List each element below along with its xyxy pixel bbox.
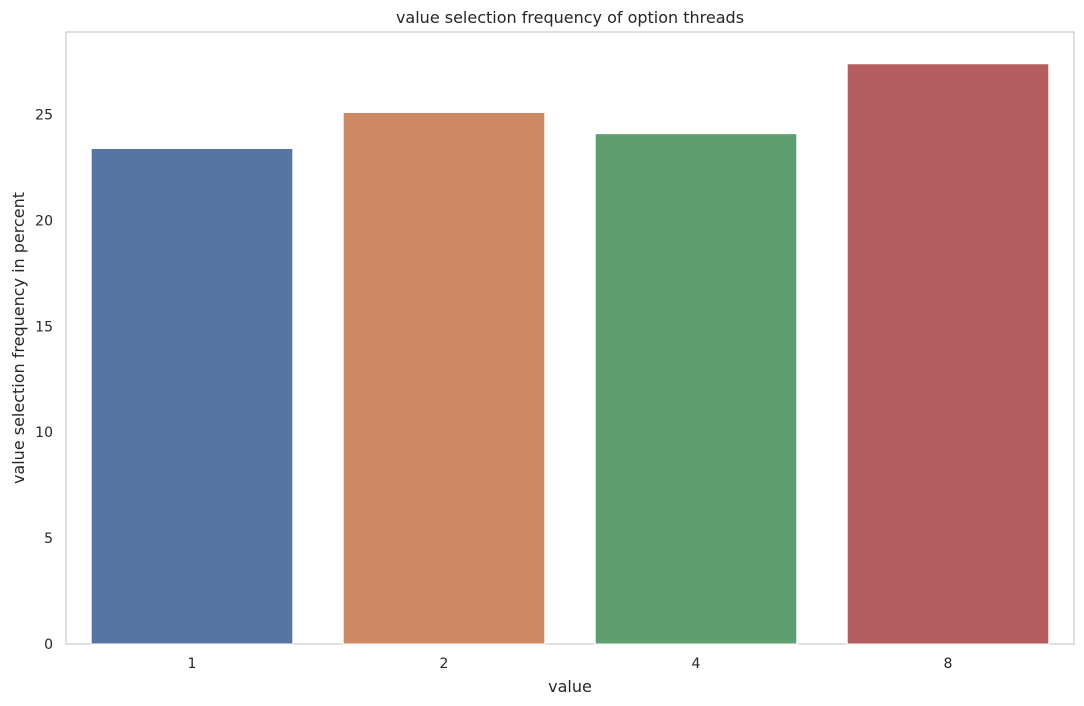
y-tick-label-10: 10 (35, 425, 53, 441)
y-tick-label-0: 0 (44, 637, 53, 653)
bar-8 (846, 63, 1050, 645)
x-tick-label-8: 8 (944, 656, 953, 672)
bar-4 (594, 133, 798, 645)
x-tick-label-4: 4 (692, 656, 701, 672)
y-ticks-group: 0 5 10 15 20 25 (35, 108, 53, 653)
chart-title: value selection frequency of option thre… (396, 8, 744, 27)
y-tick-label-25: 25 (35, 108, 53, 124)
bar-2 (342, 111, 546, 645)
y-axis-label: value selection frequency in percent (9, 192, 28, 484)
x-ticks-group: 1 2 4 8 (188, 656, 953, 672)
x-tick-label-1: 1 (188, 656, 197, 672)
y-tick-label-15: 15 (35, 319, 53, 335)
y-tick-label-20: 20 (35, 213, 53, 229)
x-axis-label: value (548, 677, 592, 696)
y-tick-label-5: 5 (44, 531, 53, 547)
x-tick-label-2: 2 (440, 656, 449, 672)
bar-1 (90, 147, 294, 645)
bars-group (90, 63, 1050, 645)
